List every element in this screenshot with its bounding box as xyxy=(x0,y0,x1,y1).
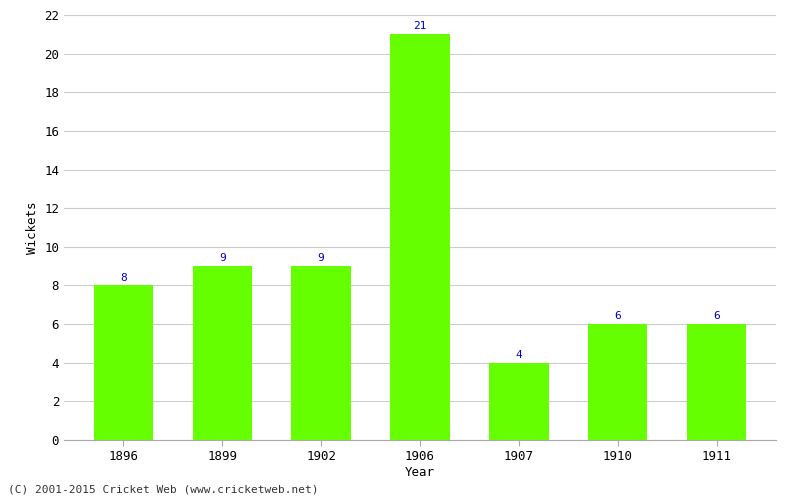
Text: 21: 21 xyxy=(414,22,426,32)
Bar xyxy=(687,324,746,440)
Bar xyxy=(291,266,350,440)
Text: 8: 8 xyxy=(120,272,126,282)
Bar xyxy=(490,362,549,440)
Text: 9: 9 xyxy=(219,253,226,263)
Y-axis label: Wickets: Wickets xyxy=(26,201,38,254)
Bar xyxy=(193,266,252,440)
Bar xyxy=(390,34,450,440)
Text: 6: 6 xyxy=(614,311,621,321)
Bar xyxy=(588,324,647,440)
Text: 6: 6 xyxy=(714,311,720,321)
Text: 4: 4 xyxy=(515,350,522,360)
Text: (C) 2001-2015 Cricket Web (www.cricketweb.net): (C) 2001-2015 Cricket Web (www.cricketwe… xyxy=(8,485,318,495)
Bar xyxy=(94,286,153,440)
Text: 9: 9 xyxy=(318,253,325,263)
X-axis label: Year: Year xyxy=(405,466,435,479)
